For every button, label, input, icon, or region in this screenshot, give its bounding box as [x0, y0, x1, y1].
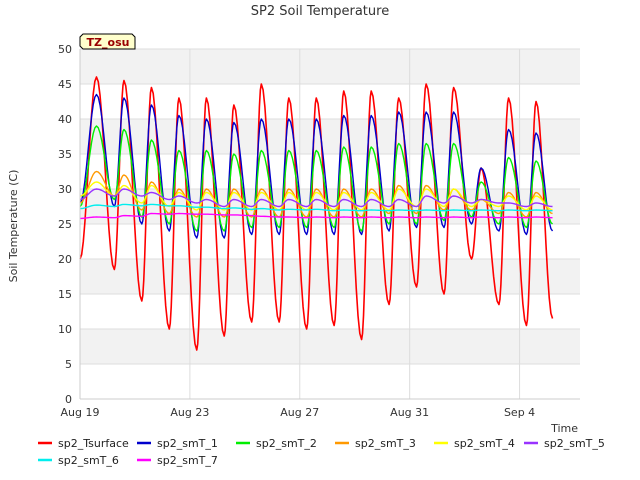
- annotation-box: TZ_osu: [79, 33, 136, 50]
- x-tick-label: Aug 19: [61, 406, 100, 419]
- plot-band: [80, 329, 580, 364]
- y-tick-label: 45: [58, 78, 72, 91]
- legend-item-sp2_smT_3: sp2_smT_3: [335, 437, 416, 450]
- legend-label: sp2_smT_5: [544, 437, 605, 450]
- y-tick-label: 10: [58, 323, 72, 336]
- legend-label: sp2_smT_6: [58, 454, 119, 467]
- y-axis-title: Soil Temperature (C): [7, 170, 20, 283]
- legend-item-sp2_smT_1: sp2_smT_1: [137, 437, 218, 450]
- legend-item-sp2_smT_7: sp2_smT_7: [137, 454, 218, 467]
- plot-band: [80, 49, 580, 84]
- annotation-label: TZ_osu: [87, 36, 130, 49]
- legend-label: sp2_smT_4: [454, 437, 515, 450]
- y-tick-label: 15: [58, 288, 72, 301]
- x-tick-label: Aug 31: [390, 406, 429, 419]
- legend-item-sp2_smT_5: sp2_smT_5: [524, 437, 605, 450]
- x-tick-label: Sep 4: [504, 406, 535, 419]
- series-line-sp2_smT_4: [79, 181, 553, 211]
- y-tick-label: 30: [58, 183, 72, 196]
- legend-item-sp2_smT_4: sp2_smT_4: [434, 437, 515, 450]
- legend-label: sp2_smT_3: [355, 437, 416, 450]
- y-tick-label: 20: [58, 253, 72, 266]
- legend-item-sp2_smT_2: sp2_smT_2: [236, 437, 317, 450]
- series-line-sp2_smT_6: [79, 203, 553, 212]
- plot-band: [80, 119, 580, 154]
- axes: 0 5 10 15 20 25 30 35 40 45 50 Aug 19 Aug 23 Aug 27 Au…: [58, 43, 580, 419]
- y-tick-label: 25: [58, 218, 72, 231]
- y-tick-label: 35: [58, 148, 72, 161]
- series-line-sp2_smT_7: [79, 212, 553, 220]
- legend-item-sp2_smT_6: sp2_smT_6: [38, 454, 119, 467]
- y-tick-label: 5: [65, 358, 72, 371]
- legend-label: sp2_smT_1: [157, 437, 218, 450]
- x-tick-label: Aug 27: [280, 406, 319, 419]
- series-lines: [79, 76, 554, 351]
- legend-label: sp2_Tsurface: [58, 437, 129, 450]
- legend-item-sp2_Tsurface: sp2_Tsurface: [38, 437, 129, 450]
- series-line-sp2_Tsurface: [79, 76, 554, 351]
- x-tick-label: Aug 23: [170, 406, 209, 419]
- legend-label: sp2_smT_7: [157, 454, 218, 467]
- y-tick-label: 40: [58, 113, 72, 126]
- legend: sp2_Tsurface sp2_smT_1 sp2_smT_2 sp2_smT_3 s…: [38, 437, 605, 467]
- series-line-sp2_smT_5: [79, 188, 553, 208]
- chart-title: SP2 Soil Temperature: [251, 4, 389, 19]
- y-tick-label: 50: [58, 43, 72, 56]
- x-axis-title: Time: [550, 422, 578, 435]
- y-tick-label: 0: [65, 393, 72, 406]
- legend-label: sp2_smT_2: [256, 437, 317, 450]
